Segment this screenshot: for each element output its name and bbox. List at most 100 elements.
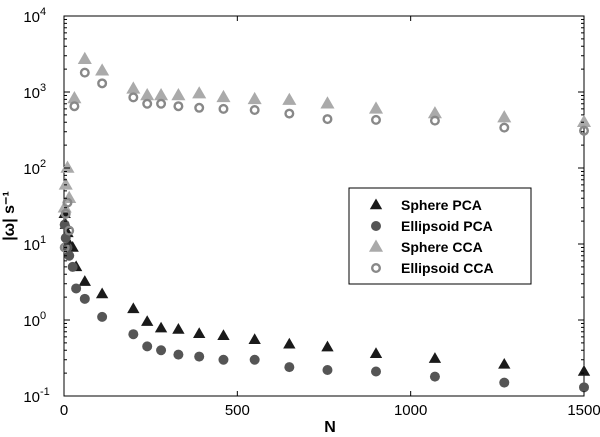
x-tick-label: 0: [60, 402, 68, 419]
legend-label: Ellipsoid CCA: [401, 260, 494, 276]
y-tick-exponent: -1: [40, 386, 50, 398]
y-tick-base: 10: [23, 313, 40, 330]
y-tick-base: 10: [23, 85, 40, 102]
y-tick-label: 10: [23, 9, 40, 26]
data-point: [77, 51, 92, 64]
data-point: [284, 108, 295, 119]
data-point: [429, 115, 440, 126]
legend-label: Ellipsoid PCA: [401, 218, 493, 234]
data-point: [369, 347, 383, 358]
data-point: [284, 362, 295, 373]
data-point: [64, 250, 75, 261]
legend-marker: [368, 239, 384, 252]
y-tick-label: 10: [23, 313, 40, 330]
data-point: [577, 365, 591, 376]
data-point: [428, 352, 442, 363]
y-tick-exponent: 4: [40, 6, 46, 18]
data-point: [141, 315, 154, 326]
data-point: [79, 67, 90, 78]
legend-marker: [371, 263, 382, 274]
data-point: [79, 293, 90, 304]
data-point: [217, 329, 230, 341]
x-tick-label: 1000: [394, 402, 427, 419]
data-point: [320, 96, 335, 109]
data-point: [249, 104, 260, 115]
y-tick-exponent: 2: [40, 158, 46, 170]
data-point: [78, 275, 91, 286]
data-point: [247, 91, 262, 105]
x-tick-label: 1500: [567, 402, 600, 419]
y-tick-label: 10: [23, 85, 40, 102]
data-point: [95, 287, 109, 299]
data-point: [192, 86, 207, 99]
plot-area: [57, 15, 592, 397]
data-point: [67, 261, 78, 272]
data-point: [371, 114, 382, 125]
data-point: [171, 87, 186, 101]
data-point: [71, 283, 82, 294]
data-point: [283, 337, 296, 349]
legend-label: Sphere CCA: [401, 239, 483, 255]
data-point: [128, 329, 139, 340]
data-point: [62, 197, 73, 208]
y-tick-base: 10: [23, 237, 40, 254]
data-point: [497, 110, 512, 123]
y-tick-label: 10: [23, 237, 40, 254]
data-point: [127, 302, 140, 314]
data-point: [368, 101, 384, 114]
data-point: [173, 101, 184, 112]
x-tick-label: 500: [225, 402, 250, 419]
data-point: [172, 322, 185, 334]
data-point: [429, 371, 440, 382]
series-ellipsoid-cca: [59, 67, 590, 253]
legend-label: Sphere PCA: [401, 197, 482, 213]
data-point: [194, 102, 205, 113]
x-axis-label: N: [324, 419, 336, 436]
data-point: [193, 327, 206, 338]
data-point: [371, 366, 381, 377]
data-point: [499, 122, 510, 133]
data-point: [579, 382, 589, 393]
data-point: [282, 92, 297, 105]
legend: Sphere PCA Ellipsoid PCA Sphere CCA Ellipso…: [348, 187, 532, 285]
data-point: [142, 98, 153, 109]
y-tick-exponent: 0: [40, 310, 46, 322]
data-point: [194, 351, 205, 362]
data-point: [97, 311, 108, 322]
data-point: [248, 333, 261, 344]
data-point: [60, 160, 75, 173]
y-tick-base: 10: [23, 161, 40, 178]
data-point: [58, 177, 73, 190]
data-point: [321, 340, 334, 352]
data-point: [322, 114, 333, 125]
y-tick-exponent: 1: [40, 234, 46, 246]
data-point: [64, 225, 75, 236]
legend-marker: [371, 221, 381, 231]
data-point: [128, 92, 139, 103]
y-tick-label: 10: [23, 389, 40, 406]
data-point: [499, 377, 510, 388]
data-point: [60, 208, 71, 219]
data-point: [322, 364, 333, 375]
data-point: [154, 321, 168, 333]
data-point: [249, 354, 260, 365]
data-point: [156, 345, 167, 356]
y-tick-label: 10: [23, 161, 40, 178]
data-point: [69, 101, 80, 112]
data-point: [218, 354, 229, 365]
data-point: [142, 341, 153, 352]
x-axis: 0 500 1000 1500: [60, 16, 600, 419]
y-tick-base: 10: [23, 389, 40, 406]
data-point: [173, 349, 184, 360]
series-sphere-pca: [58, 207, 591, 376]
y-axis-label: |ω| s⁻¹: [1, 191, 18, 241]
legend-marker: [369, 198, 383, 210]
y-tick-base: 10: [23, 9, 40, 26]
y-tick-exponent: 3: [40, 82, 46, 94]
data-point: [216, 89, 231, 103]
data-point: [156, 98, 167, 109]
data-point: [97, 78, 108, 89]
data-point: [498, 357, 511, 369]
